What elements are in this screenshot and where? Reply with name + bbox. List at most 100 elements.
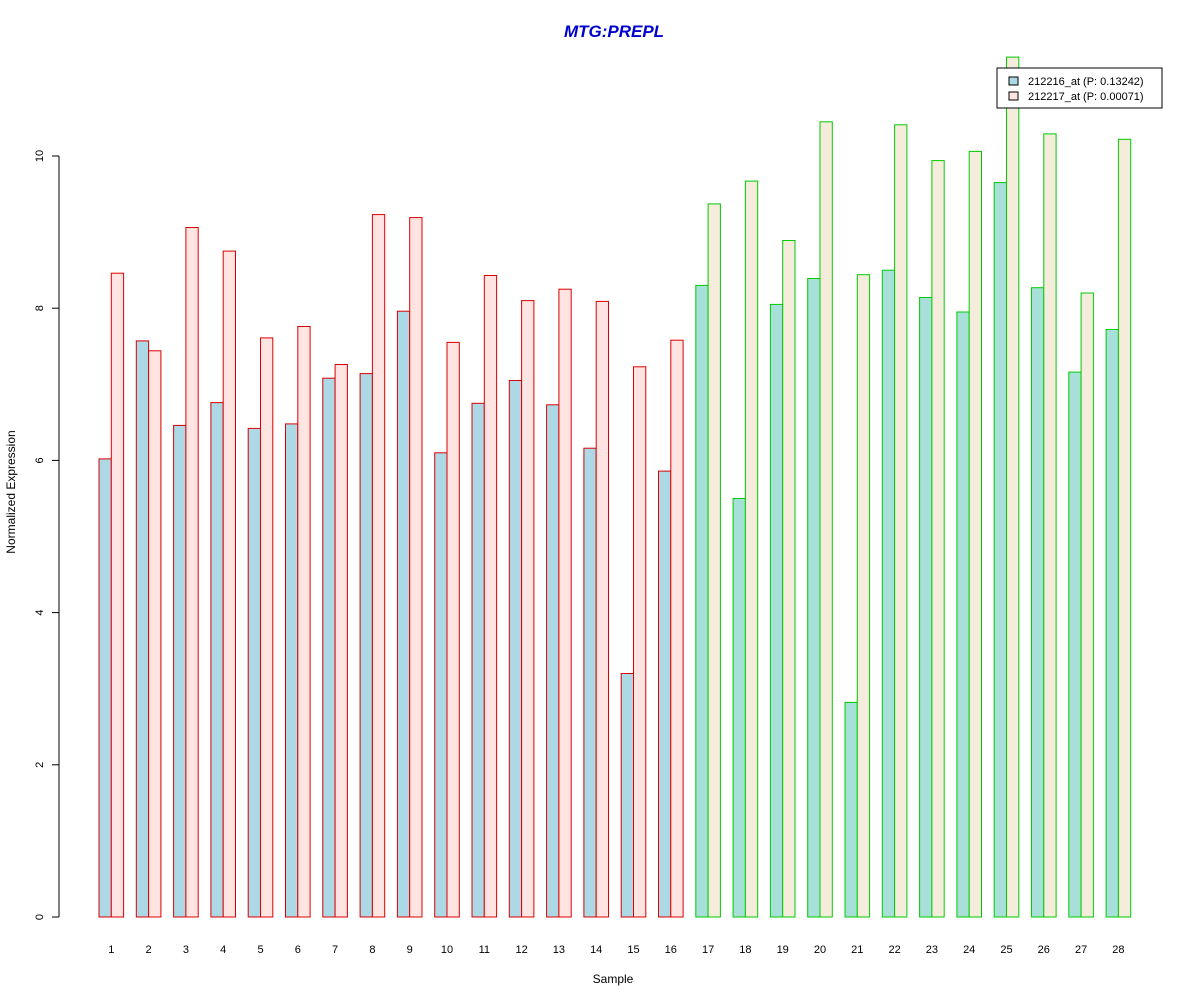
bar-s2-sample-21 xyxy=(856,274,871,918)
x-tick-label: 16 xyxy=(665,944,677,956)
legend-swatch-212217 xyxy=(1008,91,1019,101)
x-axis-label: Sample xyxy=(593,972,634,986)
bar-s2-sample-4 xyxy=(222,250,236,918)
y-tick-label: 2 xyxy=(34,762,46,768)
bar-s2-sample-1 xyxy=(110,272,125,918)
bar-s1-sample-7 xyxy=(322,377,336,918)
bar-s2-sample-16 xyxy=(670,339,684,918)
y-axis-label: Normalized Expression xyxy=(4,430,18,553)
chart-title: MTG:PREPL xyxy=(564,22,664,41)
x-tick-labels: 1 2 3 4 5 6 7 8 9 10 11 12 13 14 15 16 17 18 19 20 21 22 23 24 2… xyxy=(108,944,1124,956)
bar-s1-sample-23 xyxy=(919,297,933,918)
bar-s1-sample-5 xyxy=(247,427,261,918)
bar-s2-sample-26 xyxy=(1043,133,1057,918)
bar-s1-sample-19 xyxy=(769,303,784,918)
x-tick-label: 17 xyxy=(702,944,714,956)
bar-s1-sample-10 xyxy=(434,452,448,918)
x-tick-label: 7 xyxy=(332,944,338,956)
bar-s2-sample-20 xyxy=(819,121,833,918)
bar-s1-sample-4 xyxy=(210,402,224,918)
bar-s2-sample-19 xyxy=(782,240,796,918)
legend-label-212217: 212217_at (P: 0.00071) xyxy=(1028,91,1144,103)
x-tick-label: 28 xyxy=(1112,944,1124,956)
bar-s2-sample-27 xyxy=(1080,292,1094,918)
bar-s1-sample-6 xyxy=(285,423,299,918)
bar-s2-sample-17 xyxy=(707,203,721,918)
bar-s1-sample-26 xyxy=(1031,287,1045,918)
x-tick-label: 2 xyxy=(146,944,152,956)
y-tick-label: 0 xyxy=(34,914,46,920)
x-tick-label: 21 xyxy=(851,944,863,956)
y-tick-label: 8 xyxy=(34,305,46,311)
x-tick-label: 15 xyxy=(627,944,639,956)
bar-s1-sample-12 xyxy=(508,380,523,918)
x-tick-label: 18 xyxy=(739,944,751,956)
bar-s1-sample-3 xyxy=(173,424,187,918)
bar-s1-sample-11 xyxy=(471,402,485,918)
bar-s2-sample-14 xyxy=(595,300,610,918)
x-tick-label: 27 xyxy=(1075,944,1087,956)
x-tick-label: 19 xyxy=(777,944,789,956)
x-tick-label: 8 xyxy=(369,944,375,956)
y-axis: 0 2 4 6 8 10 xyxy=(34,150,60,920)
x-tick-label: 24 xyxy=(963,944,975,956)
x-tick-label: 26 xyxy=(1038,944,1050,956)
bar-s2-sample-13 xyxy=(558,288,572,918)
x-tick-label: 3 xyxy=(183,944,189,956)
bar-s2-sample-25 xyxy=(1006,56,1020,918)
bar-s1-sample-16 xyxy=(658,470,672,918)
bar-s1-sample-28 xyxy=(1105,329,1119,918)
y-tick-label: 10 xyxy=(34,150,46,162)
bar-s1-sample-25 xyxy=(993,182,1008,918)
bar-s2-sample-8 xyxy=(371,214,386,918)
x-tick-label: 10 xyxy=(441,944,453,956)
bar-s1-sample-15 xyxy=(620,673,635,918)
bar-s2-sample-11 xyxy=(483,275,498,918)
bar-s1-sample-22 xyxy=(881,269,896,918)
x-tick-label: 22 xyxy=(888,944,900,956)
bar-s2-sample-6 xyxy=(297,326,311,918)
x-tick-label: 11 xyxy=(479,944,490,956)
bars-layer xyxy=(98,56,1132,918)
bar-s1-sample-13 xyxy=(546,404,560,918)
legend-swatch-212216 xyxy=(1008,76,1019,86)
y-tick-label: 6 xyxy=(34,457,46,463)
x-tick-label: 25 xyxy=(1000,944,1012,956)
bar-s2-sample-15 xyxy=(633,366,647,918)
bar-s2-sample-18 xyxy=(744,180,759,918)
bar-s2-sample-5 xyxy=(260,337,274,918)
bar-s1-sample-8 xyxy=(359,373,373,918)
x-tick-label: 5 xyxy=(257,944,263,956)
bar-s2-sample-28 xyxy=(1117,138,1132,918)
bar-s2-sample-7 xyxy=(334,364,348,918)
legend: 212216_at (P: 0.13242) 212217_at (P: 0.0… xyxy=(996,67,1163,109)
x-tick-label: 13 xyxy=(553,944,565,956)
bar-s1-sample-9 xyxy=(396,310,411,918)
bar-s1-sample-21 xyxy=(844,701,858,918)
bar-s1-sample-1 xyxy=(98,458,112,918)
x-tick-label: 20 xyxy=(814,944,826,956)
bar-s2-sample-3 xyxy=(185,227,199,918)
bar-s2-sample-23 xyxy=(931,160,945,918)
x-tick-label: 12 xyxy=(515,944,527,956)
x-tick-label: 9 xyxy=(407,944,413,956)
bar-s1-sample-24 xyxy=(956,311,970,918)
bar-s2-sample-2 xyxy=(148,350,162,918)
bar-s2-sample-12 xyxy=(521,300,535,918)
bar-s1-sample-20 xyxy=(807,278,821,918)
bar-s1-sample-27 xyxy=(1068,371,1082,918)
bar-s2-sample-22 xyxy=(894,124,908,918)
x-tick-label: 4 xyxy=(220,944,226,956)
bar-s2-sample-9 xyxy=(409,217,423,918)
x-tick-label: 14 xyxy=(590,944,602,956)
bar-s2-sample-24 xyxy=(968,150,983,918)
bar-s1-sample-2 xyxy=(135,340,150,918)
legend-box xyxy=(996,67,1163,109)
bar-s1-sample-17 xyxy=(695,284,709,918)
x-tick-label: 1 xyxy=(108,944,114,956)
x-tick-label: 23 xyxy=(926,944,938,956)
y-tick-label: 4 xyxy=(34,610,46,616)
bar-s2-sample-10 xyxy=(446,341,460,918)
bar-s1-sample-14 xyxy=(583,447,597,918)
